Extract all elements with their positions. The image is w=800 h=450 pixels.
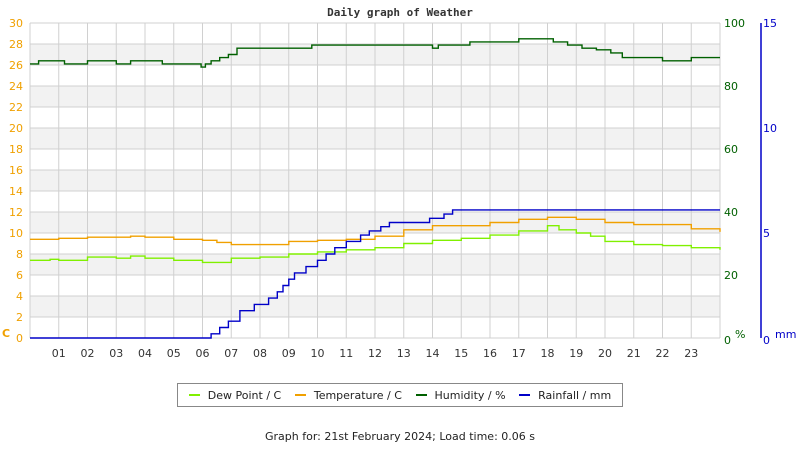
svg-text:18: 18	[9, 143, 23, 156]
svg-text:17: 17	[512, 347, 526, 360]
svg-text:04: 04	[138, 347, 152, 360]
temperature-axis-unit: C	[2, 327, 10, 340]
svg-text:20: 20	[724, 269, 738, 282]
legend: Dew Point / C Temperature / C Humidity /…	[177, 383, 623, 407]
svg-text:22: 22	[9, 101, 23, 114]
rainfall-axis: 0 5 10 15	[760, 17, 777, 347]
svg-text:18: 18	[541, 347, 555, 360]
svg-text:14: 14	[9, 185, 23, 198]
svg-text:80: 80	[724, 80, 738, 93]
svg-text:2: 2	[16, 311, 23, 324]
svg-text:12: 12	[9, 206, 23, 219]
humidity-swatch-icon	[415, 394, 427, 396]
svg-text:23: 23	[684, 347, 698, 360]
legend-item-temperature: Temperature / C	[294, 388, 402, 402]
svg-text:20: 20	[598, 347, 612, 360]
legend-item-rainfall: Rainfall / mm	[519, 389, 611, 402]
svg-text:12: 12	[368, 347, 382, 360]
svg-text:100: 100	[724, 17, 745, 30]
svg-text:16: 16	[9, 164, 23, 177]
svg-text:0: 0	[763, 334, 770, 347]
svg-text:10: 10	[311, 347, 325, 360]
legend-label: Humidity / %	[434, 388, 506, 402]
svg-text:07: 07	[224, 347, 238, 360]
graph-footer: Graph for: 21st February 2024; Load time…	[264, 430, 535, 443]
legend-label: Temperature / C	[313, 388, 402, 402]
svg-text:01: 01	[52, 347, 66, 360]
svg-text:14: 14	[426, 347, 440, 360]
svg-text:60: 60	[724, 143, 738, 156]
legend-label: Rainfall / mm	[538, 388, 612, 402]
svg-text:5: 5	[763, 227, 770, 240]
svg-text:21: 21	[627, 347, 641, 360]
dew-point-swatch-icon	[188, 394, 200, 396]
svg-text:10: 10	[763, 122, 777, 135]
legend-item-dew-point: Dew Point / C	[188, 388, 282, 402]
series-line	[30, 38, 720, 68]
legend-item-humidity: Humidity / %	[415, 388, 506, 402]
temperature-swatch-icon	[294, 394, 306, 396]
svg-text:16: 16	[483, 347, 497, 360]
weather-chart: Daily graph of Weather 02468101214161820…	[2, 6, 796, 360]
svg-text:8: 8	[16, 248, 23, 261]
svg-text:08: 08	[253, 347, 267, 360]
svg-text:22: 22	[656, 347, 670, 360]
svg-text:20: 20	[9, 122, 23, 135]
svg-text:02: 02	[81, 347, 95, 360]
svg-text:15: 15	[454, 347, 468, 360]
svg-text:26: 26	[9, 59, 23, 72]
svg-text:24: 24	[9, 80, 23, 93]
hour-axis-ticks: 01 02 03 04 05 06 07 08 09 10 11 12 13 14 15 16 17 18 19 20…	[52, 347, 699, 360]
svg-text:19: 19	[569, 347, 583, 360]
svg-text:05: 05	[167, 347, 181, 360]
chart-title: Daily graph of Weather	[327, 6, 473, 19]
svg-text:40: 40	[724, 206, 738, 219]
svg-text:06: 06	[196, 347, 210, 360]
svg-text:03: 03	[109, 347, 123, 360]
legend-label: Dew Point / C	[207, 388, 282, 402]
svg-text:28: 28	[9, 38, 23, 51]
svg-text:0: 0	[16, 332, 23, 345]
series-line	[30, 209, 720, 339]
svg-text:10: 10	[9, 227, 23, 240]
series-line	[30, 225, 721, 264]
series-line	[30, 216, 721, 246]
rainfall-axis-unit: mm	[775, 328, 796, 341]
data-series	[30, 38, 721, 339]
svg-text:0: 0	[724, 334, 731, 347]
svg-text:11: 11	[339, 347, 353, 360]
svg-text:13: 13	[397, 347, 411, 360]
svg-text:09: 09	[282, 347, 296, 360]
svg-text:15: 15	[763, 17, 777, 30]
svg-text:6: 6	[16, 269, 23, 282]
humidity-axis-ticks: 0 20 40 60 80 100	[724, 17, 745, 347]
rainfall-swatch-icon	[519, 394, 531, 396]
grid-lines	[29, 22, 721, 339]
svg-text:30: 30	[9, 17, 23, 30]
svg-text:4: 4	[16, 290, 23, 303]
humidity-axis-unit: %	[735, 328, 745, 341]
